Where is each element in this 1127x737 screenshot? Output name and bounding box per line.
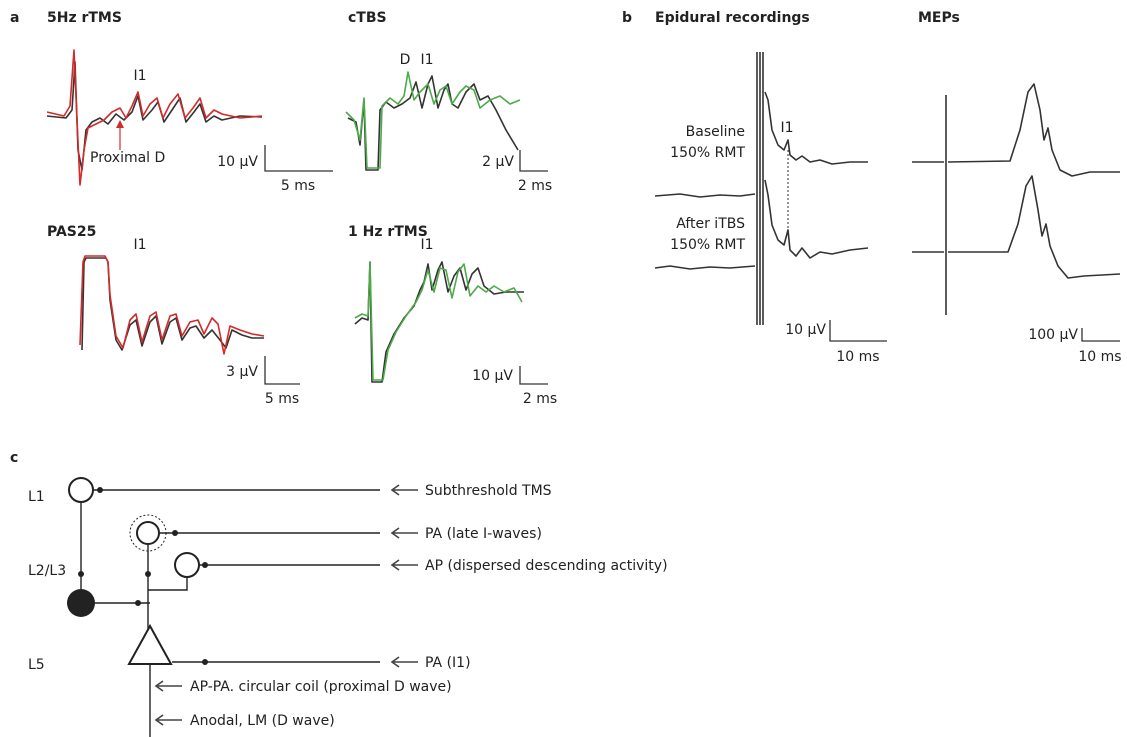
scale-label: 5 ms [281, 178, 315, 194]
plot-title: MEPs [918, 10, 960, 26]
scale-bar [1082, 328, 1120, 341]
trace [912, 176, 1120, 278]
plot-title: PAS25 [47, 224, 96, 240]
scale-bar [265, 145, 333, 171]
scale-label: 2 ms [518, 178, 552, 194]
input-label: AP (dispersed descending activity) [425, 558, 668, 574]
peak-label: I1 [420, 52, 433, 68]
peak-label: I1 [133, 68, 146, 84]
scale-label: 2 ms [523, 391, 557, 407]
peak-label: I1 [133, 237, 146, 253]
trace [912, 84, 1120, 176]
scale-label: 100 μV [1028, 327, 1078, 343]
panel-letter: c [10, 450, 18, 466]
figure: a 5Hz rTMS cTBS PAS25 1 Hz rTMS I1 Proxi… [0, 0, 1127, 737]
condition-label: 150% RMT [670, 145, 745, 161]
annotation: Proximal D [90, 150, 165, 166]
condition-label: Baseline [686, 124, 745, 140]
plot-title: 5Hz rTMS [47, 10, 122, 26]
plot-title: Epidural recordings [655, 10, 810, 26]
scale-label: 10 ms [836, 349, 879, 365]
scale-bar [520, 150, 548, 171]
input-label: Anodal, LM (D wave) [190, 713, 335, 729]
input-label: AP-PA. circular coil (proximal D wave) [190, 679, 452, 695]
scale-label: 3 μV [226, 364, 258, 380]
circuit [67, 478, 380, 737]
scale-label: 10 μV [217, 154, 258, 170]
peak-label: I1 [780, 120, 793, 136]
panel-letter: a [10, 10, 19, 26]
scale-label: 10 μV [472, 368, 513, 384]
trace [757, 52, 763, 325]
scale-label: 10 μV [785, 322, 826, 338]
panel-letter: b [622, 10, 632, 26]
scale-bar [830, 320, 887, 341]
plot-title: 1 Hz rTMS [348, 224, 428, 240]
trace [355, 262, 524, 382]
scale-label: 2 μV [482, 154, 514, 170]
trace [355, 262, 522, 380]
input-label: PA (late I-waves) [425, 526, 542, 542]
peak-label: I1 [420, 237, 433, 253]
scale-bar [520, 366, 548, 384]
layer-label: L5 [28, 657, 45, 673]
plot-title: cTBS [348, 10, 387, 26]
condition-label: After iTBS [676, 216, 745, 232]
peak-label: D [400, 52, 411, 68]
scale-bar [265, 356, 300, 384]
scale-label: 5 ms [265, 391, 299, 407]
input-label: PA (I1) [425, 655, 471, 671]
layer-label: L1 [28, 489, 45, 505]
input-label: Subthreshold TMS [425, 483, 552, 499]
layer-label: L2/L3 [28, 563, 66, 579]
arrow-head [116, 120, 124, 128]
trace [80, 256, 264, 354]
condition-label: 150% RMT [670, 237, 745, 253]
scale-label: 10 ms [1078, 349, 1121, 365]
